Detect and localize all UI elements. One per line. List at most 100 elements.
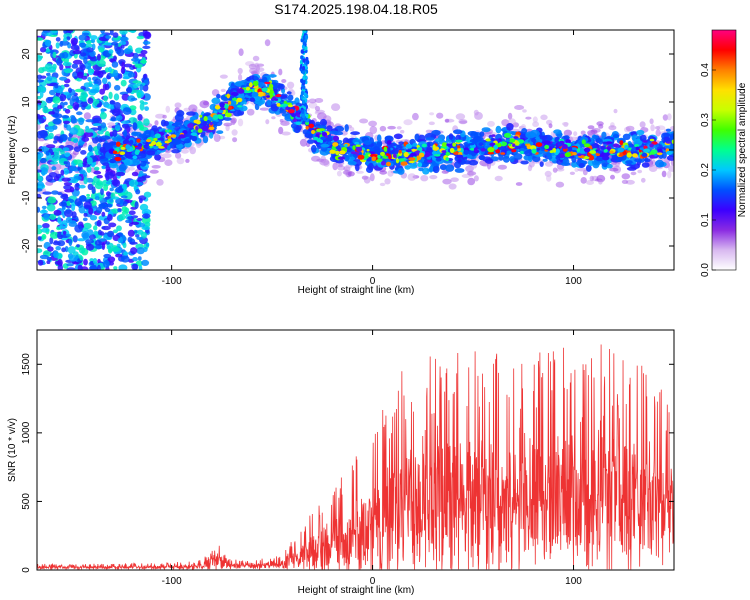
- heat-cell: [37, 185, 43, 189]
- heat-cell: [139, 157, 147, 162]
- heat-cell: [543, 140, 551, 144]
- heat-cell: [216, 130, 224, 135]
- heat-cell: [473, 147, 478, 152]
- heat-cell: [261, 87, 268, 92]
- heat-cell: [320, 143, 330, 148]
- heat-cell: [199, 100, 210, 109]
- heat-cell: [142, 41, 151, 45]
- heat-cell: [513, 145, 521, 150]
- heat-cell: [38, 117, 45, 124]
- heat-cell: [404, 165, 411, 170]
- heat-cell: [197, 128, 203, 133]
- heat-cell: [129, 30, 137, 34]
- heat-cell: [666, 150, 673, 155]
- heat-cell: [531, 138, 537, 143]
- heat-cell: [329, 149, 337, 154]
- heat-cell: [176, 110, 185, 117]
- heat-cell: [587, 159, 594, 166]
- heat-cell: [555, 181, 565, 188]
- heat-cell: [148, 143, 153, 147]
- heat-cell: [69, 186, 75, 193]
- heat-cell: [662, 114, 669, 121]
- heat-cell: [87, 229, 94, 236]
- heat-cell: [532, 121, 539, 128]
- heat-cell: [202, 125, 209, 131]
- y-tick-label: 20: [21, 48, 32, 60]
- heat-cell: [191, 135, 198, 142]
- heat-cell: [66, 233, 72, 237]
- heat-cell: [610, 174, 615, 180]
- heat-cell: [350, 131, 360, 136]
- snr-panel: -100 0 100 0 500 1000 1500 Height of straight…: [7, 329, 675, 596]
- heat-cell: [354, 141, 360, 145]
- heat-cell: [111, 208, 119, 214]
- heat-cell: [131, 57, 139, 62]
- heat-cell: [523, 154, 533, 161]
- heat-cell: [587, 125, 595, 130]
- heat-cell: [112, 145, 118, 148]
- heat-cell: [484, 158, 494, 164]
- heat-cell: [428, 166, 434, 173]
- heat-cell: [108, 249, 113, 253]
- heat-cell: [661, 170, 667, 178]
- heat-cell: [175, 152, 182, 159]
- heat-cell: [166, 129, 170, 133]
- heat-cell: [377, 154, 381, 159]
- heat-cell: [138, 53, 146, 57]
- heat-cell: [135, 234, 140, 238]
- heat-cell: [445, 151, 451, 156]
- heat-cell: [634, 144, 640, 148]
- heat-cell: [410, 146, 418, 150]
- heat-cell: [130, 247, 138, 255]
- heat-cell: [76, 71, 84, 79]
- heat-cell: [265, 119, 270, 125]
- heat-cell: [45, 126, 55, 130]
- heat-cell: [456, 148, 462, 151]
- heat-cell: [300, 78, 304, 84]
- heat-cell: [100, 30, 105, 34]
- heat-cell: [657, 148, 663, 152]
- heat-cell: [170, 134, 177, 138]
- heat-cell: [115, 115, 123, 121]
- x-tick-label: -100: [162, 576, 182, 587]
- heat-cell: [667, 170, 672, 179]
- heat-cell: [115, 171, 126, 177]
- heat-cell: [663, 132, 671, 138]
- heat-cell: [292, 118, 297, 123]
- heat-cell: [403, 119, 413, 126]
- heat-cell: [162, 114, 167, 119]
- heat-cell: [213, 134, 221, 142]
- y-tick-label: 0: [21, 567, 32, 573]
- heat-cell: [127, 236, 133, 243]
- heat-cell: [238, 48, 244, 56]
- heat-cell: [117, 208, 122, 213]
- heat-cell: [115, 197, 124, 205]
- heat-cell: [72, 49, 82, 55]
- heat-cell: [485, 138, 492, 142]
- heat-cell: [141, 226, 151, 231]
- heat-cell: [478, 154, 486, 161]
- heat-cell: [369, 126, 378, 134]
- heat-cell: [40, 227, 50, 233]
- heat-cell: [278, 126, 284, 135]
- heat-cell: [135, 146, 142, 150]
- heat-cell: [85, 119, 95, 123]
- heat-cell: [110, 116, 116, 122]
- heat-cell: [603, 152, 610, 157]
- heat-cell: [94, 240, 102, 246]
- heat-cell: [60, 194, 69, 200]
- heat-cell: [302, 30, 306, 33]
- heat-cell: [96, 206, 103, 214]
- snr-frame: [36, 329, 675, 571]
- heat-cell: [601, 131, 607, 139]
- heat-cell: [109, 158, 116, 164]
- heat-cell: [120, 66, 126, 75]
- heat-cell: [257, 91, 264, 97]
- heat-cell: [111, 246, 121, 253]
- heat-cell: [281, 131, 291, 136]
- heat-cell: [444, 118, 450, 123]
- heat-cell: [409, 152, 417, 157]
- heat-cell: [115, 135, 123, 143]
- heat-cell: [108, 49, 114, 54]
